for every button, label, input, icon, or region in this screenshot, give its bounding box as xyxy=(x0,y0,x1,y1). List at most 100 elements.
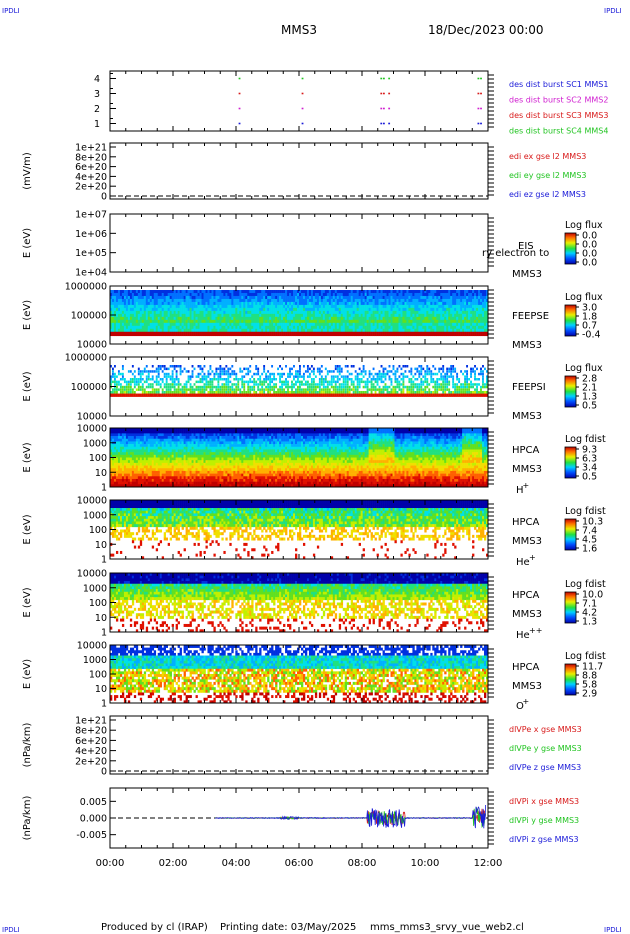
spectrogram-cell xyxy=(424,316,427,321)
spectrogram-cell xyxy=(281,375,283,378)
spectrogram-cell xyxy=(175,290,178,294)
spectrogram-cell xyxy=(289,310,292,315)
spectrogram-cell xyxy=(446,328,449,333)
spectrogram-cell xyxy=(338,298,342,303)
spectrogram-cell xyxy=(295,316,298,321)
spectrogram-cell xyxy=(141,298,145,303)
spectrogram-cell xyxy=(348,391,351,394)
spectrogram-cell xyxy=(225,378,228,381)
spectrogram-cell xyxy=(113,385,116,389)
spectrogram-cell xyxy=(370,383,373,386)
spectrogram-cell xyxy=(153,380,156,384)
spectrogram-cell xyxy=(177,292,180,297)
spectrogram-cell xyxy=(416,298,419,303)
spectrogram-cell xyxy=(468,378,470,381)
spectrogram-cell xyxy=(426,295,429,300)
spectrogram-cell xyxy=(185,328,188,333)
spectrogram-cell xyxy=(191,298,194,303)
spectrogram-cell xyxy=(179,383,182,386)
spectrogram-cell xyxy=(199,328,202,333)
spectrogram-cell xyxy=(195,325,198,330)
spectrogram-cell xyxy=(434,385,437,389)
spectrogram-cell xyxy=(273,385,276,389)
spectrogram-cell xyxy=(384,331,387,337)
spectrogram-cell xyxy=(115,322,119,327)
spectrogram-cell xyxy=(133,290,137,294)
spectrogram-cell xyxy=(191,290,194,294)
spectrogram-cell xyxy=(297,380,299,384)
spectrogram-cell xyxy=(183,325,186,330)
spectrogram-cell xyxy=(137,298,141,303)
spectrogram-cell xyxy=(159,325,163,330)
spectrogram-cell xyxy=(213,322,216,327)
spectrogram-cell xyxy=(297,328,300,333)
spectrogram-cell xyxy=(115,298,119,303)
spectrogram-cell xyxy=(328,304,332,309)
spectrogram-cell xyxy=(424,388,427,391)
spectrogram-cell xyxy=(167,295,170,300)
spectrogram-cell xyxy=(456,385,459,389)
spectrogram-cell xyxy=(287,331,290,337)
spectrogram-cell xyxy=(404,322,407,327)
spectrogram-cell xyxy=(267,370,270,373)
spectrogram-cell xyxy=(177,307,180,312)
spectrogram-cell xyxy=(320,301,324,306)
y-axis-label: E (eV) xyxy=(22,300,33,330)
spectrogram-cell xyxy=(111,380,114,384)
spectrogram-cell xyxy=(155,295,159,300)
spectrogram-cell xyxy=(173,319,176,324)
spectrogram-cell xyxy=(139,304,143,309)
spectrogram-cell xyxy=(426,292,429,297)
spectrogram-cell xyxy=(356,383,359,386)
spectrogram-cell xyxy=(211,298,214,303)
spectrogram-cell xyxy=(110,468,113,472)
spectrogram-cell xyxy=(149,295,153,300)
spectrogram-cell xyxy=(145,290,149,294)
spectrogram-cell xyxy=(291,292,294,297)
spectrogram-cell xyxy=(412,393,415,397)
spectrogram-cell xyxy=(416,292,419,297)
spectrogram-cell xyxy=(175,295,178,300)
spectrogram-cell xyxy=(374,331,377,337)
spectrogram-cell xyxy=(271,319,274,324)
spectrogram-cell xyxy=(247,388,250,391)
spectrogram-cell xyxy=(378,391,381,394)
spectrogram-cell xyxy=(119,378,122,381)
spectrogram-cell xyxy=(376,313,379,318)
spectrogram-cell xyxy=(336,290,340,294)
spectrogram-cell xyxy=(235,391,238,394)
spectrogram-cell xyxy=(462,298,465,303)
spectrogram-cell xyxy=(117,310,121,315)
spectrogram-cell xyxy=(342,380,345,384)
spectrogram-cell xyxy=(388,365,391,368)
spectrogram-cell xyxy=(320,295,324,300)
spectrogram-cell xyxy=(448,313,451,318)
spectrogram-cell xyxy=(342,310,346,315)
spectrogram-cell xyxy=(300,295,304,300)
spectrogram-cell xyxy=(135,322,139,327)
spectrogram-cell xyxy=(291,325,294,330)
spectrogram-cell xyxy=(117,393,121,397)
spectrogram-cell xyxy=(310,331,314,337)
spectrogram-cell xyxy=(171,383,174,386)
spectrogram-cell xyxy=(320,365,323,368)
spectrogram-cell xyxy=(209,372,212,376)
y-tick-label: 100000 xyxy=(71,382,107,393)
spectrogram-cell xyxy=(279,295,282,300)
spectrogram-cell xyxy=(155,322,159,327)
spectrogram-cell xyxy=(446,319,449,324)
spectrogram-cell xyxy=(452,301,455,306)
spectrogram-cell xyxy=(318,380,321,384)
spectrogram-cell xyxy=(129,304,133,309)
spectrogram-cell xyxy=(191,313,194,318)
spectrogram-cell xyxy=(400,307,403,312)
spectrogram-cell xyxy=(209,304,212,309)
spectrogram-cell xyxy=(159,322,163,327)
spectrogram-cell xyxy=(444,378,447,381)
spectrogram-cell xyxy=(261,304,264,309)
spectrogram-cell xyxy=(340,301,344,306)
spectrogram-cell xyxy=(376,331,379,337)
spectrogram-cell xyxy=(205,378,208,381)
spectrogram-cell xyxy=(394,370,397,373)
spectrogram-cell xyxy=(368,375,371,378)
